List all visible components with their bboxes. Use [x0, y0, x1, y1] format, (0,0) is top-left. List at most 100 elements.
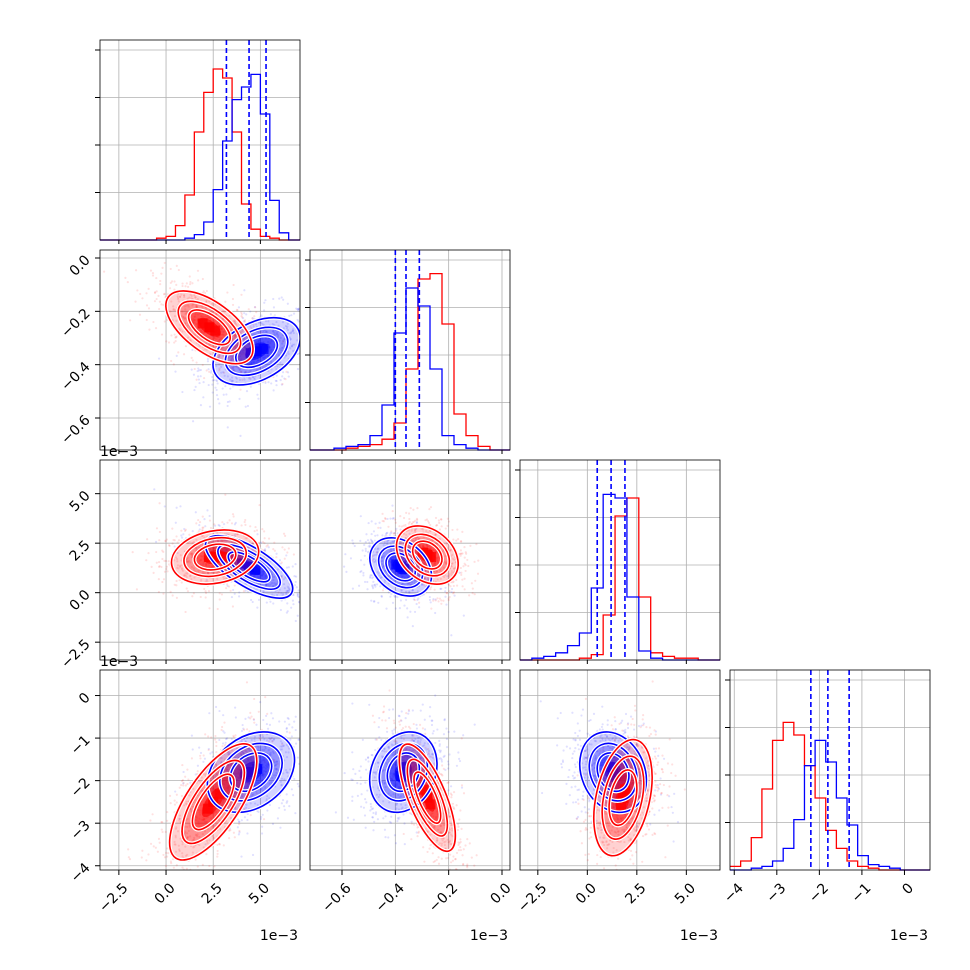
red-sample: [221, 548, 224, 551]
red-sample: [172, 308, 175, 312]
red-sample: [171, 594, 174, 597]
blue-sample: [234, 521, 237, 524]
red-sample: [247, 759, 250, 762]
red-sample: [464, 563, 467, 567]
red-sample: [253, 315, 256, 318]
blue-sample: [453, 594, 456, 597]
blue-sample: [373, 554, 376, 557]
red-sample: [170, 334, 173, 337]
red-sample: [172, 363, 175, 366]
blue-sample: [261, 735, 265, 738]
blue-sample: [234, 775, 238, 778]
red-sample: [176, 566, 179, 569]
blue-sample: [262, 331, 265, 334]
red-sample: [145, 318, 148, 322]
blue-sample: [211, 787, 215, 790]
red-sample: [193, 321, 196, 324]
blue-sample: [389, 559, 392, 562]
red-sample: [434, 533, 437, 536]
blue-sample: [262, 718, 265, 722]
blue-sample: [206, 357, 210, 361]
red-sample: [218, 338, 222, 341]
blue-sample: [285, 730, 289, 733]
red-sample: [371, 555, 374, 558]
red-sample: [178, 295, 182, 298]
blue-sample: [258, 777, 262, 780]
blue-sample: [230, 376, 234, 379]
red-sample: [216, 540, 220, 543]
red-sample: [191, 304, 194, 307]
red-sample: [201, 833, 205, 836]
blue-sample: [297, 307, 300, 311]
red-sample: [204, 315, 207, 318]
red-sample: [216, 843, 219, 847]
red-sample: [195, 834, 198, 837]
blue-sample: [254, 338, 257, 342]
blue-sample: [273, 582, 276, 585]
blue-sample: [286, 325, 289, 328]
blue-sample: [282, 327, 285, 330]
blue-sample: [263, 356, 266, 359]
red-sample: [461, 530, 464, 533]
blue-sample: [219, 338, 222, 341]
blue-sample: [414, 528, 418, 531]
blue-sample: [197, 545, 200, 549]
red-sample: [240, 311, 243, 314]
blue-sample: [218, 402, 221, 405]
blue-sample: [274, 583, 277, 587]
red-sample: [228, 829, 231, 832]
blue-sample: [404, 559, 407, 563]
blue-sample: [265, 798, 268, 801]
red-sample: [201, 526, 204, 529]
red-sample: [183, 294, 186, 297]
blue-sample: [198, 528, 201, 531]
red-sample: [226, 521, 229, 524]
red-sample: [190, 294, 193, 298]
blue-sample: [282, 744, 285, 747]
blue-sample: [364, 547, 367, 550]
red-sample: [448, 572, 451, 576]
blue-sample: [190, 734, 194, 737]
red-sample: [280, 561, 283, 564]
blue-sample: [365, 533, 368, 536]
blue-sample: [307, 726, 309, 728]
blue-sample: [233, 321, 236, 324]
red-sample: [181, 877, 183, 879]
red-sample: [231, 513, 235, 516]
red-sample: [151, 272, 155, 275]
red-sample: [162, 550, 165, 554]
blue-sample: [282, 298, 285, 301]
red-sample: [181, 866, 184, 869]
red-sample: [174, 339, 177, 343]
blue-sample: [274, 582, 278, 585]
blue-sample: [392, 540, 395, 543]
red-sample: [154, 291, 157, 294]
red-sample: [273, 549, 276, 552]
blue-sample: [287, 566, 290, 569]
blue-sample: [228, 400, 231, 403]
blue-sample: [249, 385, 252, 388]
red-sample: [158, 565, 161, 568]
red-sample: [393, 532, 396, 535]
red-sample: [213, 571, 216, 574]
red-sample: [178, 327, 181, 330]
red-sample: [434, 533, 438, 536]
red-sample: [202, 816, 205, 819]
blue-sample: [175, 354, 178, 358]
red-sample: [192, 567, 196, 570]
blue-sample: [229, 387, 232, 390]
red-sample: [164, 540, 167, 543]
blue-sample: [192, 373, 196, 376]
blue-sample: [203, 820, 207, 823]
blue-sample: [265, 584, 268, 587]
red-sample: [189, 280, 192, 284]
red-sample: [212, 320, 216, 323]
blue-sample: [261, 322, 264, 326]
red-sample: [180, 293, 183, 296]
red-sample: [189, 575, 192, 578]
red-sample: [200, 555, 204, 558]
red-sample: [162, 578, 166, 581]
red-sample: [214, 810, 217, 813]
red-sample: [191, 595, 194, 598]
blue-sample: [258, 338, 262, 341]
